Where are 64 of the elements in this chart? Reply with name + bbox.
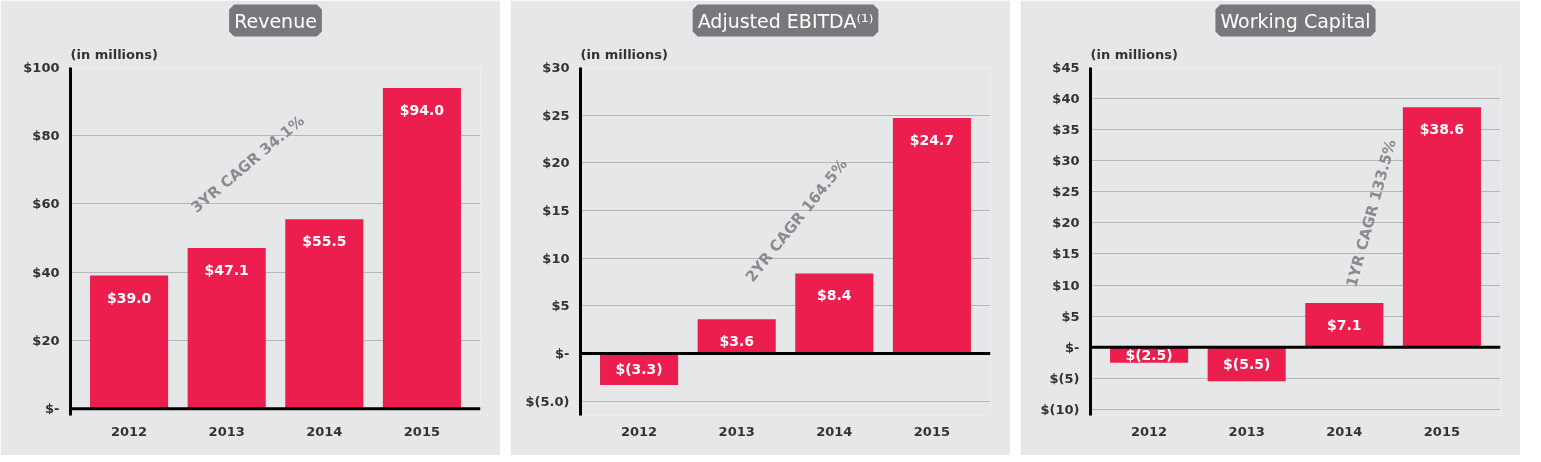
data-label: $3.6	[719, 333, 754, 350]
data-label: $39.0	[106, 289, 152, 306]
y-tick-label: $25	[1052, 184, 1080, 200]
y-tick-label: $25	[542, 107, 570, 123]
x-tick-label: 2012	[620, 423, 658, 439]
y-axis-title: (in millions)	[580, 46, 668, 62]
data-label: $(5.5)	[1223, 356, 1271, 373]
y-tick-label: $45	[1052, 60, 1080, 75]
y-tick-label: $-	[45, 401, 60, 417]
y-tick-label: $15	[1052, 246, 1080, 262]
x-tick-label: 2015	[913, 423, 951, 439]
y-axis-title: (in millions)	[70, 46, 158, 62]
x-tick-label: 2013	[1228, 423, 1265, 439]
data-label: $38.6	[1419, 121, 1465, 138]
y-tick-label: $5	[551, 298, 570, 314]
bar	[382, 87, 461, 409]
y-tick-label: $35	[1052, 122, 1080, 138]
y-tick-label: $40	[1052, 91, 1080, 107]
bar	[90, 275, 169, 409]
y-tick-label: $-	[555, 346, 570, 362]
chart-title: Working Capital	[1220, 9, 1371, 32]
y-tick-label: $15	[542, 203, 570, 219]
y-tick-label: $20	[1052, 215, 1080, 231]
bar	[1402, 107, 1481, 348]
y-tick-label: $(10)	[1040, 401, 1080, 417]
y-tick-label: $10	[1052, 277, 1080, 293]
y-tick-label: $10	[542, 250, 570, 266]
y-tick-label: $30	[542, 60, 570, 75]
data-label: $(2.5)	[1125, 346, 1173, 363]
y-tick-label: $20	[32, 332, 60, 348]
y-axis-title: (in millions)	[1090, 46, 1178, 62]
x-tick-label: 2012	[110, 423, 148, 439]
chart-title: Revenue	[234, 9, 317, 32]
data-label: $94.0	[399, 101, 445, 118]
y-tick-label: $40	[32, 264, 60, 280]
x-tick-label: 2013	[718, 423, 755, 439]
y-tick-label: $(5)	[1049, 370, 1080, 386]
y-tick-label: $(5.0)	[525, 393, 570, 409]
x-tick-label: 2014	[1326, 423, 1363, 439]
y-tick-label: $80	[32, 128, 60, 144]
data-label: $24.7	[909, 132, 955, 149]
data-label: $(3.3)	[615, 361, 663, 378]
y-tick-label: $100	[23, 60, 60, 75]
bar	[187, 247, 266, 409]
x-tick-label: 2013	[208, 423, 245, 439]
bar	[795, 273, 874, 354]
data-label: $55.5	[302, 233, 347, 250]
x-tick-label: 2014	[306, 423, 343, 439]
data-label: $7.1	[1327, 317, 1362, 334]
x-tick-label: 2014	[816, 423, 853, 439]
data-label: $47.1	[204, 261, 249, 278]
y-tick-label: $60	[32, 196, 60, 212]
y-tick-label: $-	[1065, 339, 1080, 355]
bar	[1305, 303, 1384, 348]
x-tick-label: 2015	[1423, 423, 1461, 439]
data-label: $8.4	[817, 287, 852, 304]
y-tick-label: $30	[1052, 153, 1080, 169]
y-tick-label: $20	[542, 155, 570, 171]
x-tick-label: 2015	[403, 423, 441, 439]
bar	[285, 219, 364, 409]
chart-title: Adjusted EBITDA⁽¹⁾	[697, 9, 874, 32]
y-tick-label: $5	[1061, 308, 1080, 324]
bar	[892, 118, 971, 354]
x-tick-label: 2012	[1130, 423, 1168, 439]
